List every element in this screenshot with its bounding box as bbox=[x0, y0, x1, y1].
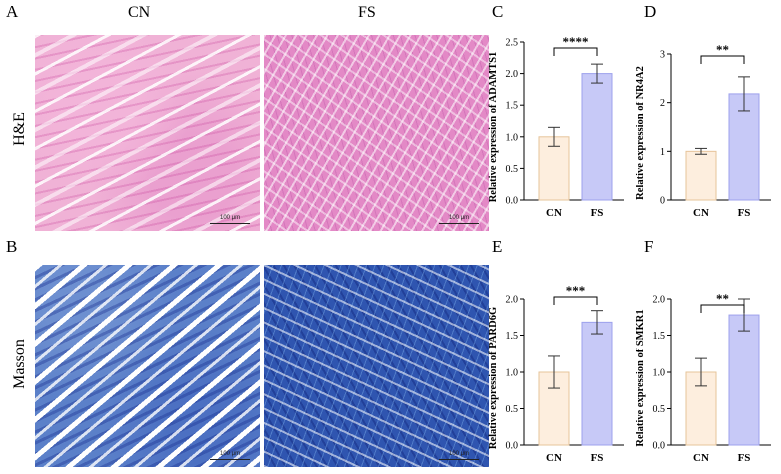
bar-fs bbox=[581, 73, 613, 201]
bar-chart-adamts1: 0.0 0.5 1.0 1.5 2.0 2.5 Relative expression of… bbox=[488, 34, 624, 219]
y-axis-label: Relative expression of ADAMTS1 bbox=[488, 52, 499, 203]
masson-cn-micrograph: 100 μm bbox=[35, 265, 260, 467]
bar-chart-smkr1: 0.0 0.5 1.0 1.5 2.0 Relative expression of SM… bbox=[636, 291, 771, 464]
y-tick-label: 0.0 bbox=[653, 441, 666, 452]
significance-bracket bbox=[553, 47, 598, 56]
scale-bar bbox=[439, 459, 479, 460]
y-tick-label: 2 bbox=[660, 98, 665, 109]
x-tick-label: CN bbox=[546, 207, 562, 219]
y-tick-label: 1.5 bbox=[506, 101, 519, 112]
significance-bracket bbox=[700, 304, 745, 313]
y-tick-label: 0.0 bbox=[506, 196, 519, 207]
scale-bar-label: 100 μm bbox=[220, 451, 241, 457]
bar-fs bbox=[728, 93, 760, 201]
y-tick-label: 1 bbox=[660, 147, 665, 158]
y-tick-label: 1.0 bbox=[653, 368, 666, 379]
scale-bar bbox=[439, 223, 479, 224]
x-tick-label: FS bbox=[738, 452, 751, 464]
row-label-masson: Masson bbox=[11, 339, 28, 389]
y-tick-label: 0.5 bbox=[653, 404, 666, 415]
he-fs-micrograph: 100 μm bbox=[264, 35, 489, 231]
significance-bracket bbox=[700, 55, 745, 64]
significance-bracket bbox=[553, 296, 598, 305]
panel-label-a: A bbox=[6, 2, 19, 21]
y-tick-label: 3 bbox=[660, 50, 665, 61]
y-tick-label: 1.5 bbox=[653, 331, 666, 342]
y-axis-label: Relative expression of PARD6G bbox=[488, 307, 499, 449]
x-tick-label: CN bbox=[693, 452, 709, 464]
bar-cn bbox=[685, 150, 717, 201]
scale-bar-label: 100 μm bbox=[220, 215, 241, 221]
scale-bar bbox=[210, 223, 250, 224]
panel-label-e: E bbox=[492, 237, 503, 256]
scale-bar-label: 100 μm bbox=[449, 451, 470, 457]
panel-label-f: F bbox=[644, 237, 654, 256]
bar-chart-pard6g: 0.0 0.5 1.0 1.5 2.0 Relative expression of PA… bbox=[488, 283, 624, 464]
panel-label-b: B bbox=[6, 237, 18, 256]
x-tick-label: FS bbox=[591, 452, 604, 464]
y-tick-label: 2.0 bbox=[506, 69, 519, 80]
bar-chart-nr4a2: 0 1 2 3 Relative expression of NR4A2 CN FS ** bbox=[636, 42, 771, 219]
scale-bar-label: 100 μm bbox=[449, 215, 470, 221]
row-label-he: H&E bbox=[11, 112, 28, 146]
y-tick-label: 0.5 bbox=[506, 164, 519, 175]
y-tick-label: 0.5 bbox=[506, 404, 519, 415]
significance-stars: ** bbox=[716, 42, 729, 57]
masson-fs-micrograph: 100 μm bbox=[264, 265, 489, 467]
he-cn-micrograph: 100 μm bbox=[35, 35, 260, 231]
y-tick-label: 2.5 bbox=[506, 38, 519, 49]
y-tick-label: 2.0 bbox=[653, 295, 666, 306]
x-tick-label: FS bbox=[738, 207, 751, 219]
y-tick-label: 2.0 bbox=[506, 295, 519, 306]
y-tick-label: 0.0 bbox=[506, 441, 519, 452]
y-axis-label: Relative expression of NR4A2 bbox=[636, 66, 646, 200]
bar-cn bbox=[538, 136, 570, 201]
significance-stars: *** bbox=[566, 283, 586, 298]
panel-label-d: D bbox=[644, 2, 657, 21]
y-tick-label: 1.0 bbox=[506, 368, 519, 379]
scale-bar bbox=[210, 459, 250, 460]
y-axis-label: Relative expression of SMKR1 bbox=[636, 309, 646, 446]
significance-stars: **** bbox=[563, 34, 589, 49]
y-tick-label: 1.0 bbox=[506, 132, 519, 143]
y-tick-label: 0 bbox=[660, 196, 665, 207]
column-title-cn: CN bbox=[128, 4, 151, 21]
x-tick-label: CN bbox=[546, 452, 562, 464]
column-title-fs: FS bbox=[358, 4, 376, 21]
x-tick-label: FS bbox=[591, 207, 604, 219]
bar-fs bbox=[728, 314, 760, 446]
panel-label-c: C bbox=[492, 2, 504, 21]
x-tick-label: CN bbox=[693, 207, 709, 219]
bar-fs bbox=[581, 321, 613, 446]
y-tick-label: 1.5 bbox=[506, 331, 519, 342]
significance-stars: ** bbox=[716, 291, 729, 306]
